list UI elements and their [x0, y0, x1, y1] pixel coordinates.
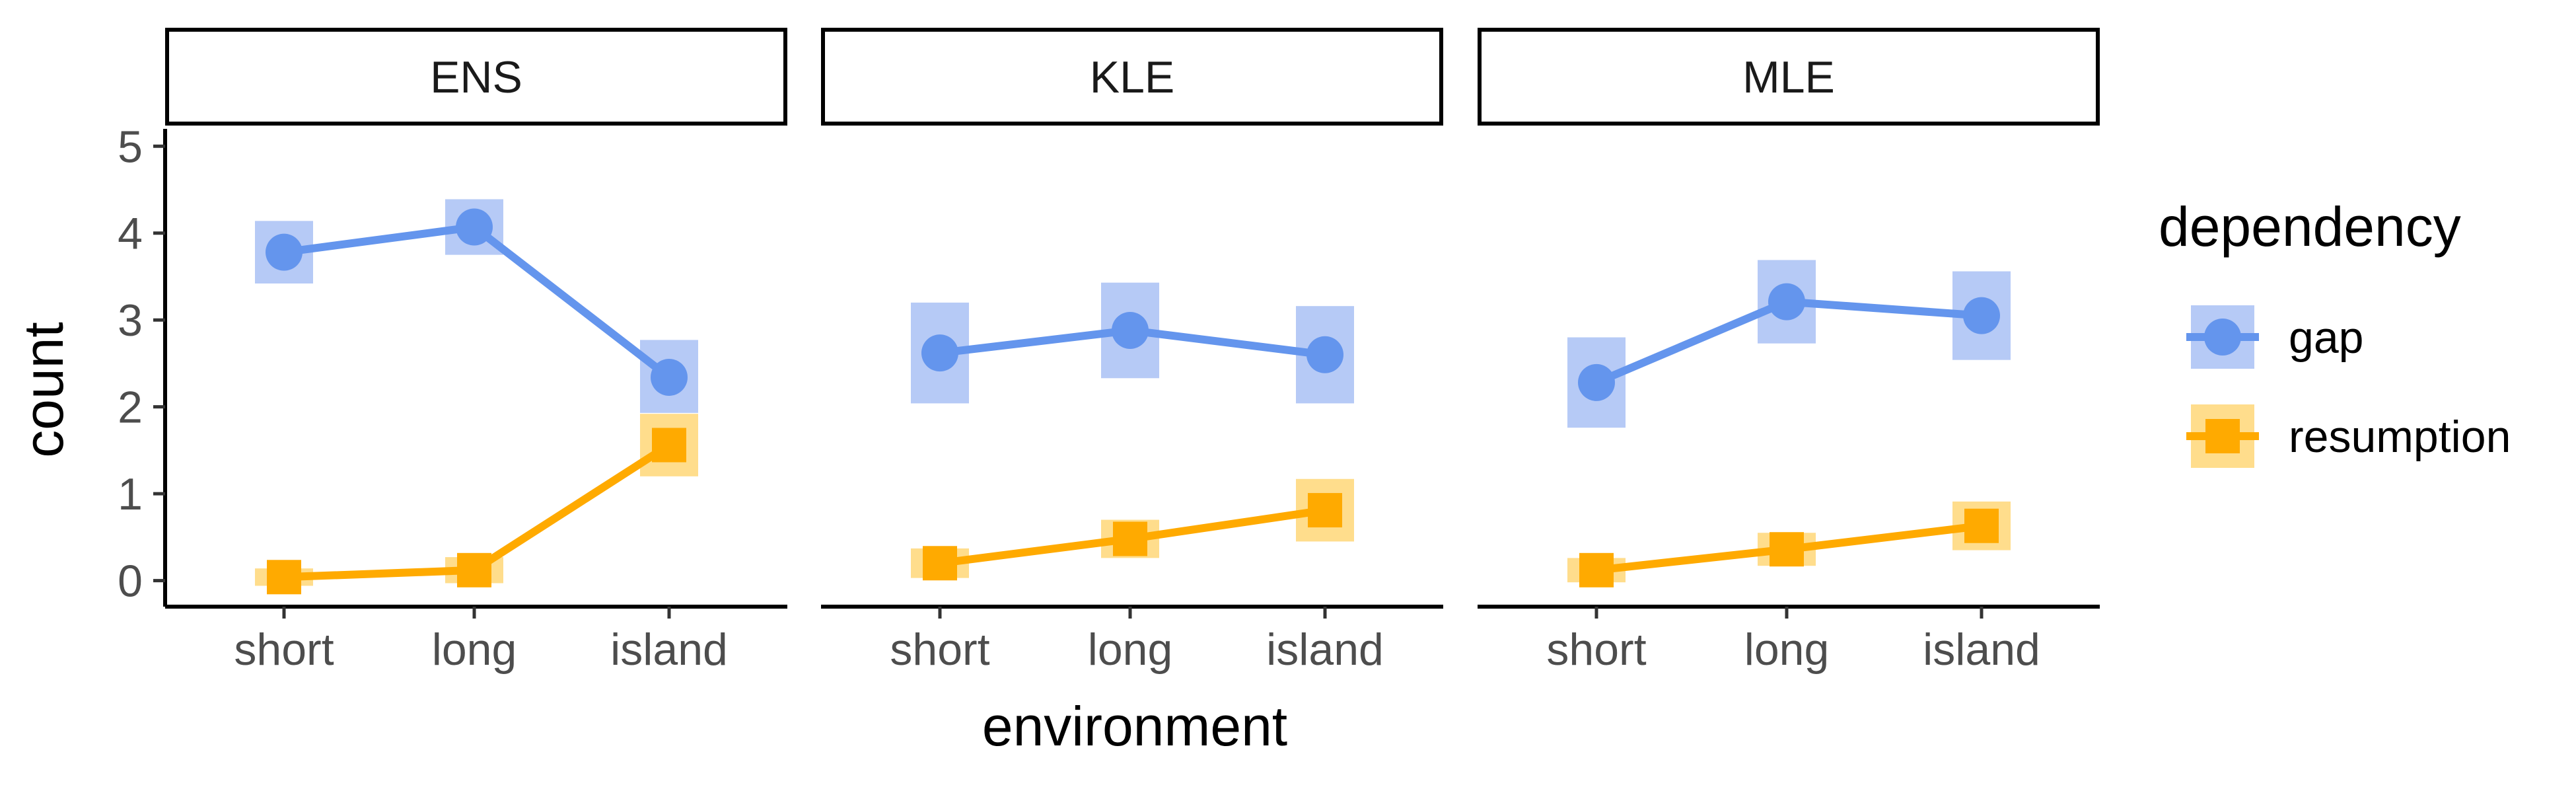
- panel-mle: MLE short long island: [1478, 28, 2100, 675]
- series-resumption: [1567, 501, 2011, 587]
- legend-label-gap: gap: [2289, 313, 2363, 363]
- x-axis-title: environment: [982, 695, 1287, 757]
- y-tick-label-0: 0: [118, 556, 143, 607]
- point-resumption-island: [652, 428, 686, 463]
- x-tick-label-island: island: [1923, 624, 2040, 675]
- x-tick-label-short: short: [234, 624, 334, 675]
- y-tick-label-4: 4: [118, 209, 143, 259]
- strip-kle: [821, 28, 1443, 126]
- point-gap-long: [1112, 311, 1149, 349]
- series-gap: [911, 282, 1354, 404]
- point-resumption-short: [267, 560, 301, 595]
- legend-marker-gap: [2204, 319, 2241, 356]
- point-gap-long: [456, 208, 493, 246]
- point-resumption-long: [1770, 532, 1804, 567]
- point-gap-short: [266, 233, 303, 271]
- x-tick-label-short: short: [1546, 624, 1646, 675]
- y-tick-label-5: 5: [118, 122, 143, 172]
- y-tick-label-2: 2: [118, 383, 143, 433]
- point-resumption-long: [1113, 521, 1147, 556]
- strip-mle: [1478, 28, 2100, 126]
- series-resumption: [911, 478, 1354, 581]
- strip-label-ens: ENS: [430, 52, 522, 102]
- series-gap: [1567, 260, 2011, 428]
- point-gap-island: [651, 358, 688, 396]
- legend-label-resumption: resumption: [2289, 412, 2511, 462]
- panel-kle: KLE short long island: [821, 28, 1443, 675]
- legend-key-resumption: resumption: [2186, 404, 2511, 468]
- point-resumption-island: [1308, 493, 1342, 528]
- x-tick-label-long: long: [1744, 624, 1830, 675]
- legend-marker-resumption: [2205, 419, 2240, 453]
- strip-label-kle: KLE: [1090, 52, 1175, 102]
- point-gap-long: [1768, 283, 1805, 321]
- point-resumption-short: [923, 546, 957, 581]
- point-resumption-island: [1964, 508, 1999, 543]
- panel-ens: ENS short long island: [165, 28, 787, 675]
- point-gap-island: [1306, 336, 1343, 373]
- point-resumption-long: [457, 552, 491, 587]
- legend-title: dependency: [2159, 196, 2461, 258]
- point-gap-island: [1963, 297, 2000, 334]
- x-tick-label-long: long: [1088, 624, 1173, 675]
- strip-ens: [165, 28, 787, 126]
- point-resumption-short: [1579, 552, 1614, 587]
- legend-key-gap: gap: [2186, 305, 2363, 369]
- series-gap: [255, 199, 698, 413]
- x-tick-label-long: long: [432, 624, 517, 675]
- y-axis-title: count: [13, 322, 75, 458]
- x-tick-label-island: island: [610, 624, 728, 675]
- y-axis: 0 1 2 3 4 5: [118, 122, 167, 607]
- strip-label-mle: MLE: [1742, 52, 1835, 102]
- legend: dependency gap resumption: [2159, 196, 2511, 468]
- series-resumption: [255, 414, 698, 595]
- y-tick-label-3: 3: [118, 295, 143, 346]
- point-gap-short: [921, 334, 958, 372]
- x-tick-label-short: short: [890, 624, 989, 675]
- y-tick-label-1: 1: [118, 469, 143, 519]
- point-gap-short: [1578, 363, 1615, 401]
- panels: 0 1 2 3 4 5 ENS short long island KLE short long isla…: [118, 28, 2100, 675]
- x-tick-label-island: island: [1266, 624, 1384, 675]
